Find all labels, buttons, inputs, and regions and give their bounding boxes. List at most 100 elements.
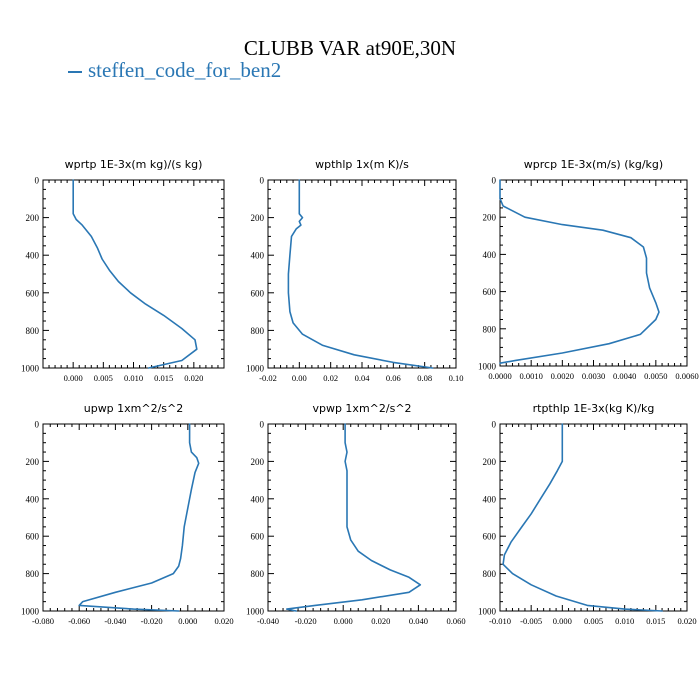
- y-tick-label: 200: [251, 457, 265, 467]
- y-tick-label: 1000: [478, 362, 497, 372]
- y-tick-label: 400: [26, 494, 40, 504]
- x-tick-label: 0.010: [615, 616, 634, 626]
- y-tick-label: 600: [483, 532, 497, 542]
- x-tick-label: 0.0040: [613, 371, 636, 381]
- x-tick-label: 0.020: [214, 616, 233, 626]
- y-tick-label: 600: [26, 288, 40, 298]
- y-tick-label: 0: [492, 176, 497, 186]
- x-tick-label: 0.005: [94, 373, 113, 383]
- x-tick-label: 0.015: [646, 616, 665, 626]
- y-tick-label: 200: [26, 457, 40, 467]
- x-tick-label: 0.02: [323, 373, 338, 383]
- x-tick-label: 0.0010: [519, 371, 542, 381]
- x-tick-label: -0.080: [32, 616, 54, 626]
- x-tick-label: 0.0030: [582, 371, 605, 381]
- x-tick-label: 0.040: [409, 616, 428, 626]
- panel-5: vpwp 1xm^2/s^2 0 200 400 600 800 1000-0.040 -0.…: [246, 402, 466, 626]
- y-tick-label: 600: [26, 532, 40, 542]
- x-tick-label: 0.0050: [644, 371, 667, 381]
- x-tick-label: -0.02: [259, 373, 277, 383]
- x-tick-label: 0.010: [124, 373, 143, 383]
- y-tick-label: 600: [251, 288, 265, 298]
- y-tick-label: 200: [483, 457, 497, 467]
- plot-frame: [42, 179, 225, 369]
- x-tick-label: 0.020: [677, 616, 696, 626]
- x-tick-label: 0.020: [371, 616, 390, 626]
- y-tick-label: 200: [251, 213, 265, 223]
- legend: steffen_code_for_ben2: [68, 58, 281, 83]
- y-tick-label: 1000: [246, 607, 265, 617]
- y-tick-label: 0: [260, 420, 265, 430]
- x-tick-label: 0.0020: [551, 371, 574, 381]
- panel-3: wprcp 1E-3x(m/s) (kg/kg) 0 200 400 600 800 100…: [478, 158, 699, 381]
- panel-6: rtpthlp 1E-3x(kg K)/kg02004006008001000-…: [478, 402, 697, 626]
- panel-title: rtpthlp 1E-3x(kg K)/kg: [533, 402, 655, 415]
- panel-1: wprtp 1E-3x(m kg)/(s kg) 0 200 400 600 800 100…: [21, 158, 225, 383]
- panel-title: upwp 1xm^2/s^2: [84, 402, 184, 415]
- x-tick-label: 0.04: [355, 373, 371, 383]
- series-line: [72, 179, 198, 369]
- y-tick-label: 800: [483, 324, 497, 334]
- y-tick-label: 800: [26, 569, 40, 579]
- x-tick-label: 0.00: [292, 373, 307, 383]
- x-tick-label: 0.020: [184, 373, 203, 383]
- y-tick-label: 1000: [21, 607, 40, 617]
- panel-2: wpthlp 1x(m K)/s 0 200 400 600 800 1000-0.02 0.…: [246, 158, 463, 383]
- y-tick-label: 200: [26, 213, 40, 223]
- x-tick-label: 0.06: [386, 373, 401, 383]
- plot-frame: [267, 423, 457, 612]
- plot-frame: [42, 423, 225, 612]
- y-tick-label: 400: [26, 251, 40, 261]
- x-tick-label: -0.005: [520, 616, 542, 626]
- y-tick-label: 0: [35, 420, 40, 430]
- legend-label: steffen_code_for_ben2: [88, 58, 282, 82]
- x-tick-label: -0.010: [489, 616, 511, 626]
- panel-title: wprcp 1E-3x(m/s) (kg/kg): [524, 158, 663, 171]
- panel-title: vpwp 1xm^2/s^2: [312, 402, 411, 415]
- y-tick-label: 600: [483, 287, 497, 297]
- y-tick-label: 800: [483, 569, 497, 579]
- x-tick-label: -0.020: [295, 616, 317, 626]
- series-line: [287, 179, 434, 369]
- y-tick-label: 400: [483, 250, 497, 260]
- y-tick-label: 1000: [21, 364, 40, 374]
- x-tick-label: 0.08: [417, 373, 432, 383]
- plot-frame: [499, 179, 688, 367]
- x-tick-label: 0.000: [178, 616, 197, 626]
- x-tick-label: 0.0000: [488, 371, 511, 381]
- plot-frame: [267, 179, 457, 369]
- y-tick-label: 400: [251, 494, 265, 504]
- series-line: [499, 179, 660, 365]
- x-tick-label: -0.060: [68, 616, 90, 626]
- panel-title: wprtp 1E-3x(m kg)/(s kg): [65, 158, 203, 171]
- x-tick-label: 0.000: [64, 373, 83, 383]
- y-tick-label: 800: [251, 326, 265, 336]
- y-tick-label: 1000: [478, 607, 497, 617]
- x-tick-label: -0.040: [104, 616, 126, 626]
- panel-4: upwp 1xm^2/s^2 0 200 400 600 800 1000-0.080 -0.…: [21, 402, 234, 626]
- y-tick-label: 200: [483, 213, 497, 223]
- legend-line-swatch: [68, 71, 82, 74]
- y-tick-label: 600: [251, 532, 265, 542]
- y-tick-label: 800: [26, 326, 40, 336]
- y-tick-label: 400: [251, 251, 265, 261]
- series-line: [502, 423, 663, 612]
- x-tick-label: 0.0060: [675, 371, 698, 381]
- x-tick-label: 0.005: [584, 616, 603, 626]
- x-tick-label: 0.060: [446, 616, 465, 626]
- x-tick-label: -0.020: [141, 616, 163, 626]
- y-tick-label: 1000: [246, 364, 265, 374]
- series-line: [285, 423, 422, 612]
- y-tick-label: 0: [260, 176, 265, 186]
- panel-title: wpthlp 1x(m K)/s: [315, 158, 409, 171]
- x-tick-label: 0.000: [553, 616, 572, 626]
- y-tick-label: 0: [492, 420, 497, 430]
- series-line: [78, 423, 200, 612]
- x-tick-label: 0.015: [154, 373, 173, 383]
- y-tick-label: 800: [251, 569, 265, 579]
- x-tick-label: -0.040: [257, 616, 279, 626]
- chart-title: CLUBB VAR at90E,30N: [243, 36, 457, 60]
- y-tick-label: 0: [35, 176, 40, 186]
- x-tick-label: 0.10: [449, 373, 464, 383]
